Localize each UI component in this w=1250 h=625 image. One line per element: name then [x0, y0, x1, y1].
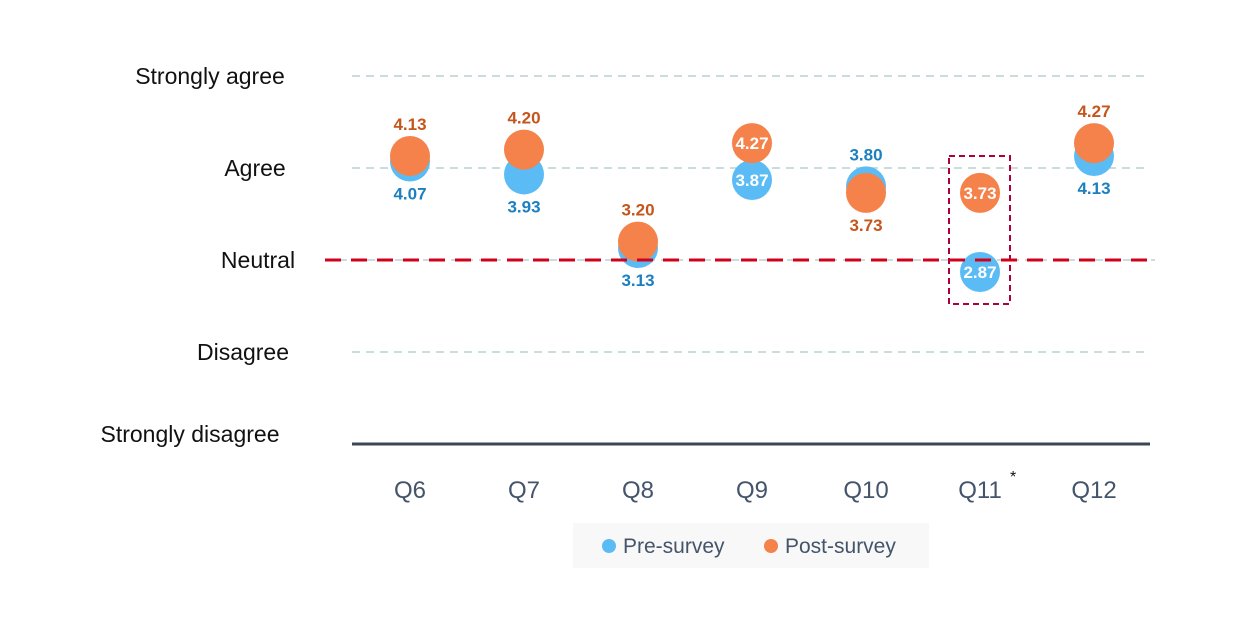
data-point-post [1074, 123, 1114, 164]
highlight-box [948, 155, 1011, 305]
data-label-post: 3.73 [963, 184, 996, 203]
y-tick-label: Strongly agree [135, 63, 285, 89]
legend-label-pre: Pre-survey [623, 535, 725, 558]
data-label-pre: 4.07 [393, 185, 426, 204]
data-label-post: 4.20 [507, 109, 540, 128]
data-point-post [846, 172, 886, 213]
y-tick-label: Neutral [221, 247, 295, 273]
legend [573, 523, 929, 568]
x-tick-label: Q9 [736, 477, 768, 504]
data-point-post [960, 172, 1000, 213]
x-tick-label: Q11 [958, 477, 1002, 504]
data-label-pre: 4.13 [1077, 179, 1110, 198]
data-label-pre: 3.87 [735, 171, 768, 190]
x-tick-label: Q8 [622, 477, 654, 504]
data-label-pre: 3.13 [621, 271, 654, 290]
x-tick-label: Q10 [843, 477, 888, 504]
data-label-post: 4.13 [393, 115, 426, 134]
x-tick-label: Q7 [508, 477, 540, 504]
data-label-post: 4.27 [1077, 102, 1110, 121]
legend-marker-pre [602, 539, 616, 553]
data-label-post: 4.27 [735, 134, 768, 153]
x-tick-label: Q12 [1071, 477, 1116, 504]
data-label-pre: 2.87 [963, 263, 996, 282]
y-tick-label: Strongly disagree [101, 421, 280, 447]
data-point-pre [960, 251, 1000, 292]
data-point-post [618, 221, 658, 262]
data-label-pre: 3.93 [507, 197, 540, 216]
y-tick-label: Agree [224, 155, 285, 181]
x-tick-label: Q6 [394, 477, 426, 504]
data-label-post: 3.20 [621, 201, 654, 220]
legend-label-post: Post-survey [785, 535, 896, 558]
data-point-post [390, 136, 430, 177]
significance-marker: * [1010, 469, 1016, 486]
legend-marker-post [764, 539, 778, 553]
data-point-post [504, 129, 544, 170]
data-label-pre: 3.80 [849, 145, 882, 164]
data-point-post [732, 123, 772, 164]
data-point-pre [732, 159, 772, 200]
data-label-post: 3.73 [849, 216, 882, 235]
y-tick-label: Disagree [197, 339, 289, 365]
